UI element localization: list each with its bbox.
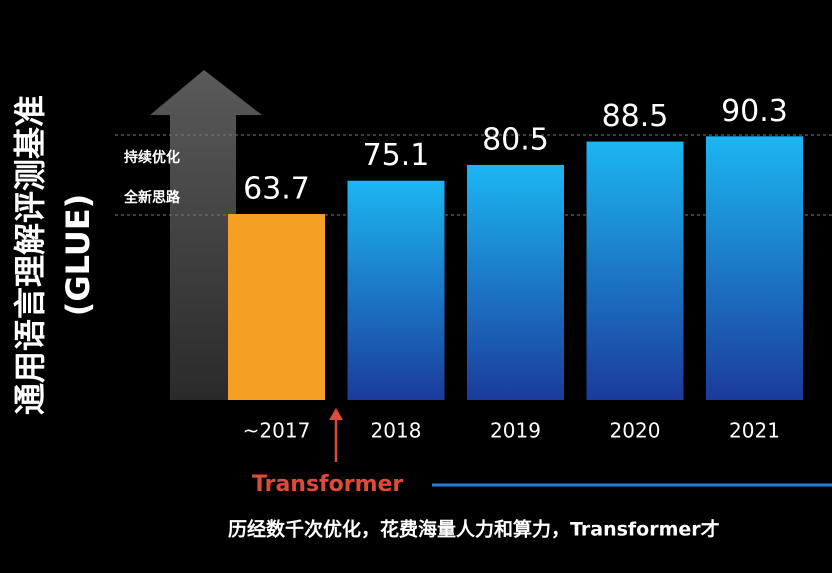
x-tick-label: 2020	[610, 419, 661, 443]
y-axis-sublabel: (GLUE)	[59, 194, 97, 317]
bar	[228, 213, 325, 400]
x-tick-label: 2021	[729, 419, 780, 443]
value-label: 63.7	[243, 171, 310, 206]
bar	[586, 141, 684, 400]
marker-label: Transformer	[252, 472, 403, 497]
y-axis-label: 通用语言理解评测基准	[11, 95, 49, 415]
value-label: 80.5	[482, 122, 549, 157]
caption: 历经数千次优化，花费海量人力和算力，Transformer才	[228, 518, 720, 541]
x-tick-label: 2018	[371, 419, 422, 443]
annotation: 持续优化	[124, 149, 180, 166]
value-label: 75.1	[363, 138, 430, 173]
bar	[347, 180, 445, 400]
x-tick-label: ~2017	[243, 419, 311, 443]
value-label: 88.5	[602, 99, 669, 134]
value-label: 90.3	[721, 94, 788, 129]
marker-arrow-head	[329, 408, 343, 420]
bar	[706, 136, 803, 400]
bars: 63.7 ~2017 75.1 2018 80.5 2019 88.5 2020 90.3 202…	[228, 94, 803, 443]
bar	[467, 164, 564, 400]
annotation: 全新思路	[123, 189, 181, 206]
x-tick-label: 2019	[490, 419, 541, 443]
